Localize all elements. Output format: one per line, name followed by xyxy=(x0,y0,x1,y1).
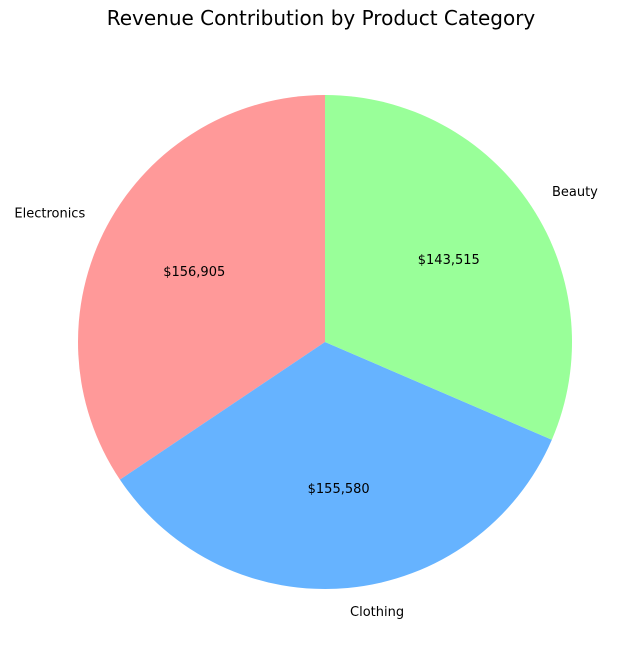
value-label-clothing: $155,580 xyxy=(308,482,370,497)
chart-title: Revenue Contribution by Product Category xyxy=(106,6,536,30)
category-label-electronics: Electronics xyxy=(14,207,85,222)
category-label-clothing: Clothing xyxy=(350,605,404,620)
pie-slice-beauty xyxy=(325,95,572,440)
category-label-beauty: Beauty xyxy=(552,185,598,200)
value-label-beauty: $143,515 xyxy=(418,253,480,268)
pie-slice-clothing xyxy=(119,342,552,590)
pie-slice-electronics xyxy=(78,95,325,480)
pie-labels: Electronics $156,905 Clothing $155,580 Beaut… xyxy=(14,185,598,620)
value-label-electronics: $156,905 xyxy=(163,265,225,280)
pie-slices xyxy=(78,95,572,590)
